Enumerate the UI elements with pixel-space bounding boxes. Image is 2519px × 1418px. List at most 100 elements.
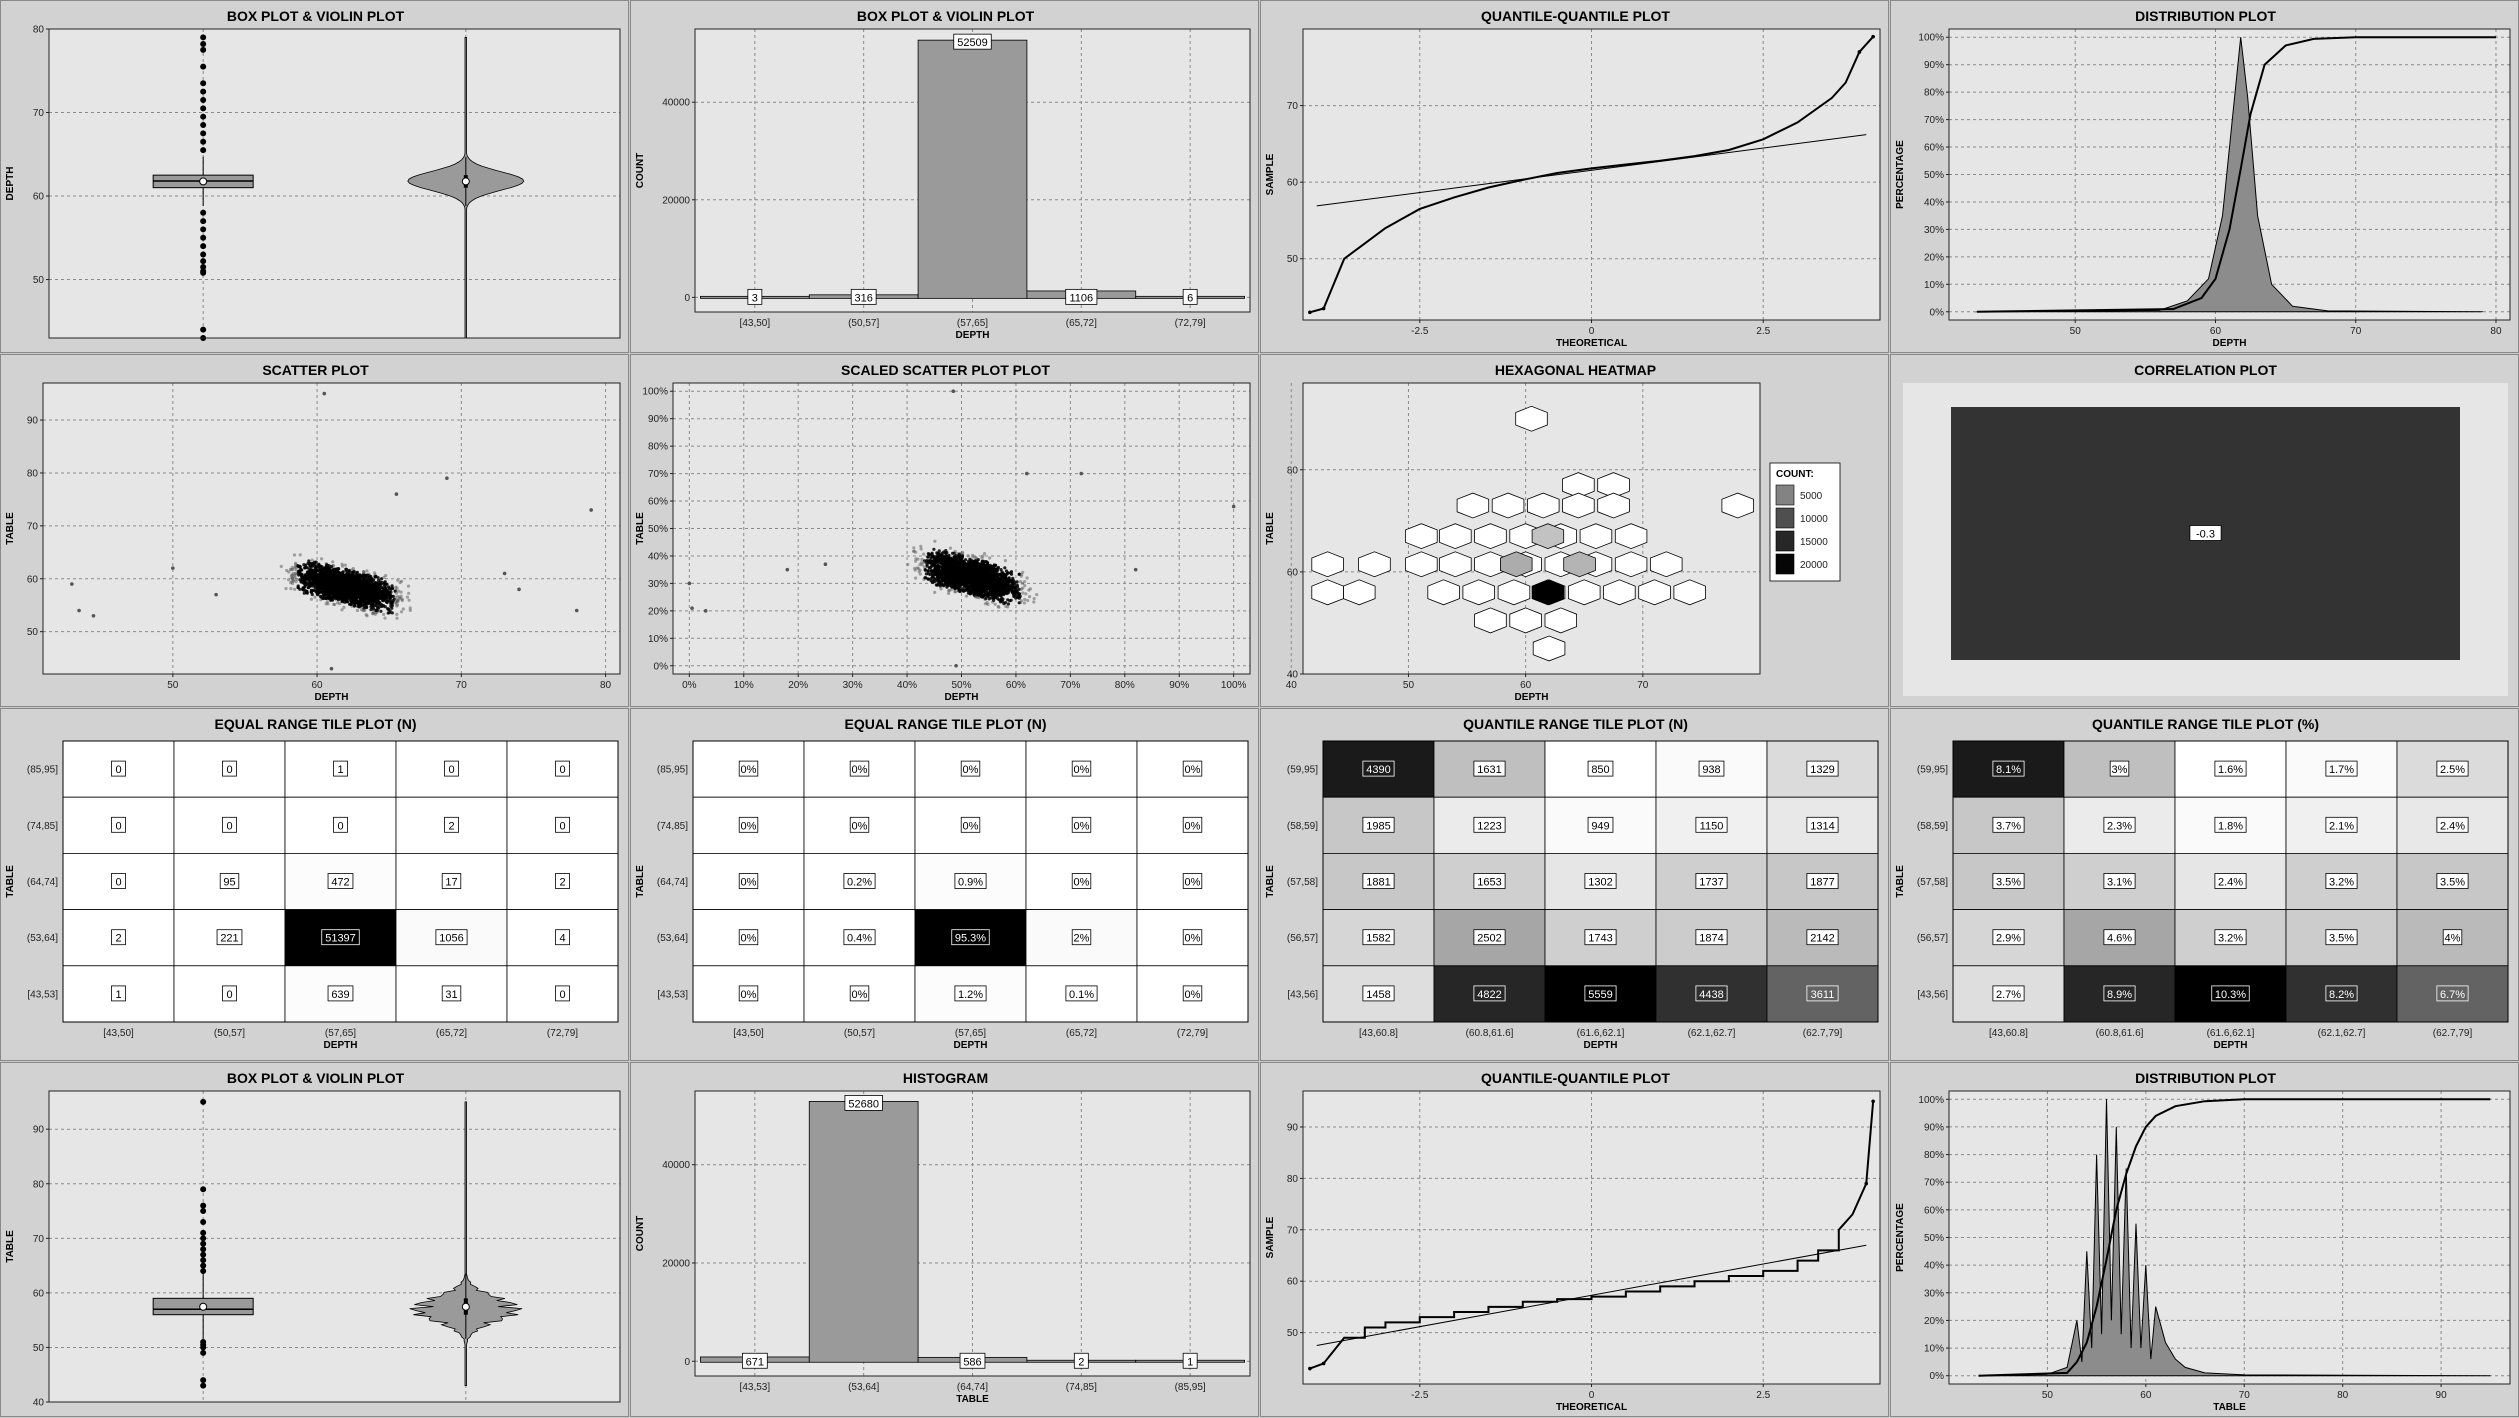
scatter-point: [940, 576, 943, 579]
tile-value-label: 51397: [325, 933, 356, 945]
scatter-point: [906, 563, 909, 566]
tile-value-label: 4: [559, 933, 565, 945]
scatter-point: [999, 568, 1002, 571]
outlier-point: [200, 105, 206, 111]
y-tick-label: 60: [27, 574, 39, 585]
tile-value-label: 4390: [1366, 764, 1390, 776]
outlier-point: [1079, 472, 1083, 476]
scatter-point: [384, 580, 387, 583]
outlier-point: [517, 588, 521, 592]
scatter-point: [383, 617, 386, 620]
scatter-point: [365, 605, 368, 608]
scatter-point: [346, 583, 349, 586]
scatter-point: [385, 596, 388, 599]
scatter-point: [1018, 588, 1021, 591]
x-tick-label: 70: [1637, 680, 1649, 691]
scatter-point: [953, 555, 956, 558]
x-tick-label: 80: [2490, 326, 2502, 337]
outlier-point: [214, 593, 218, 597]
y-tick-label: 0%: [654, 661, 669, 672]
scatter-point: [409, 609, 412, 612]
scatter-point: [315, 585, 318, 588]
legend-swatch: [1776, 508, 1794, 528]
y-axis-label: TABLE: [635, 865, 646, 898]
scatter-point: [995, 584, 998, 587]
scatter-point: [962, 563, 965, 566]
scatter-point: [297, 565, 300, 568]
scatter-point: [919, 573, 922, 576]
outlier-point: [200, 210, 206, 216]
scatter-point: [997, 566, 1000, 569]
x-tick-label: (57,65]: [957, 318, 988, 329]
scatter-point: [297, 586, 300, 589]
scatter-point: [971, 554, 974, 557]
x-tick-label: (72,79]: [547, 1028, 578, 1039]
scatter-point: [973, 578, 976, 581]
scatter-point: [287, 570, 290, 573]
scatter-point: [305, 590, 308, 593]
scatter-point: [284, 587, 287, 590]
panel-title: DISTRIBUTION PLOT: [2135, 8, 2276, 24]
scatter-point: [327, 592, 330, 595]
scatter-point: [400, 591, 403, 594]
scatter-point: [307, 559, 310, 562]
scatter-point: [953, 585, 956, 588]
scatter-point: [1011, 590, 1014, 593]
scatter-point: [1021, 591, 1024, 594]
scatter-point: [367, 600, 370, 603]
scatter-point: [302, 578, 305, 581]
plot-background: [49, 29, 620, 338]
scatter-point: [955, 573, 958, 576]
scatter-point: [947, 592, 950, 595]
scatter-point: [1021, 587, 1024, 590]
scatter-point: [968, 558, 971, 561]
x-tick-label: [43,50]: [740, 318, 771, 329]
scatter-point: [349, 579, 352, 582]
y-tick-label: 40000: [662, 98, 690, 109]
scatter-point: [985, 586, 988, 589]
scatter-point: [1007, 571, 1010, 574]
scatter-point: [395, 586, 398, 589]
x-tick-label: (50,57]: [848, 318, 879, 329]
outlier-point: [70, 582, 74, 586]
outlier-point: [690, 606, 694, 610]
scatter-point: [1023, 598, 1026, 601]
outlier-point: [688, 582, 692, 586]
scatter-point: [359, 603, 362, 606]
tile-value-label: 2: [559, 877, 565, 889]
scatter-point: [396, 600, 399, 603]
scatter-point: [923, 576, 926, 579]
scatter-point: [999, 577, 1002, 580]
tile-value-label: 0%: [741, 820, 757, 832]
y-tick-label: 50%: [1924, 170, 1944, 181]
scatter-point: [353, 586, 356, 589]
scatter-point: [949, 567, 952, 570]
x-tick-label: (65,72]: [436, 1028, 467, 1039]
tile-value-label: 0%: [852, 764, 868, 776]
scatter-point: [304, 575, 307, 578]
scatter-point: [959, 582, 962, 585]
scatter-point: [366, 581, 369, 584]
qq-extreme-point: [1858, 50, 1862, 54]
y-axis-label: TABLE: [5, 865, 16, 898]
tile-value-label: 0: [226, 989, 232, 1001]
scatter-point: [982, 573, 985, 576]
tile-value-label: 1056: [439, 933, 463, 945]
scatter-point: [371, 596, 374, 599]
panel-correlation: CORRELATION PLOT-0.3: [1890, 354, 2519, 707]
scatter-point: [973, 584, 976, 587]
y-tick-label: 60: [33, 192, 45, 203]
x-tick-label: 80%: [1115, 680, 1135, 691]
scatter-point: [294, 563, 297, 566]
tile-value-label: 95: [223, 877, 235, 889]
scatter-point: [924, 569, 927, 572]
tile-value-label: 0%: [1185, 764, 1201, 776]
tile-value-label: 0: [559, 989, 565, 1001]
scatter-point: [1007, 602, 1010, 605]
scatter-point: [331, 572, 334, 575]
